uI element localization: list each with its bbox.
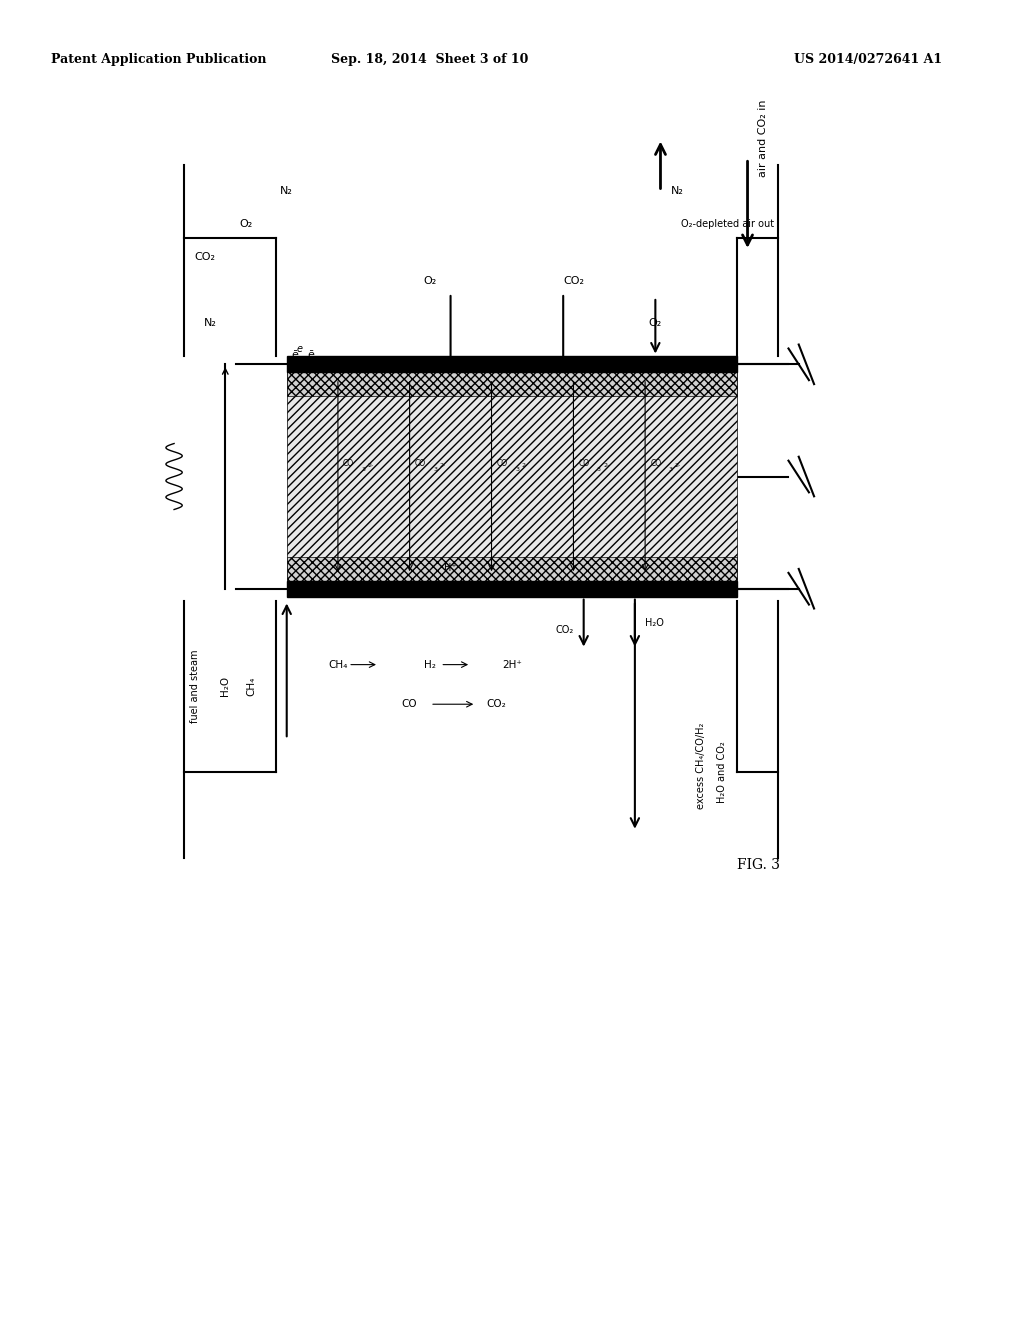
Text: 3: 3 — [597, 467, 601, 473]
Text: ē: ē — [292, 574, 299, 585]
Text: N₂: N₂ — [281, 186, 293, 197]
Text: ē: ē — [307, 350, 314, 360]
Text: CO: CO — [415, 459, 426, 467]
Bar — [287, 356, 737, 372]
Text: O₂: O₂ — [424, 276, 436, 286]
Text: e: e — [297, 568, 303, 578]
Text: CO₂: CO₂ — [486, 700, 507, 709]
Text: 3: 3 — [433, 467, 437, 473]
Text: CO: CO — [401, 700, 418, 709]
Text: 3: 3 — [669, 467, 673, 473]
Text: O₂: O₂ — [240, 219, 252, 230]
Text: ē: ē — [307, 574, 314, 585]
Text: ē: ē — [319, 577, 326, 587]
Text: e: e — [297, 343, 303, 354]
Text: 2H⁺: 2H⁺ — [502, 660, 522, 669]
Text: air and CO₂ in: air and CO₂ in — [758, 100, 768, 177]
Text: CO₂: CO₂ — [555, 624, 573, 635]
Text: FIG. 3: FIG. 3 — [737, 858, 780, 871]
Text: CO: CO — [343, 459, 354, 467]
Text: ē: ē — [376, 380, 382, 388]
Text: 2-: 2- — [603, 463, 609, 469]
Text: O₂-depleted air out: O₂-depleted air out — [681, 219, 774, 230]
Text: 3: 3 — [361, 467, 366, 473]
Bar — [287, 372, 737, 581]
Text: 2-: 2- — [439, 463, 445, 469]
Bar — [287, 581, 737, 597]
Text: fuel and steam: fuel and steam — [189, 649, 200, 723]
Text: H₂O: H₂O — [220, 676, 230, 697]
Text: ē: ē — [407, 380, 413, 388]
Bar — [287, 372, 737, 396]
Text: N₂: N₂ — [671, 186, 684, 197]
Text: excess CH₄/CO/H₂: excess CH₄/CO/H₂ — [696, 722, 707, 809]
Text: CO₂: CO₂ — [195, 252, 215, 263]
Text: CO: CO — [650, 459, 662, 467]
Bar — [287, 557, 737, 581]
Text: 2-: 2- — [675, 463, 681, 469]
Text: 2-: 2- — [368, 463, 374, 469]
Text: 2-: 2- — [521, 463, 527, 469]
Text: H₂: H₂ — [424, 660, 436, 669]
Text: CH₄: CH₄ — [329, 660, 347, 669]
Text: ē: ē — [292, 350, 299, 360]
Text: ē: ē — [345, 380, 351, 388]
Text: US 2014/0272641 A1: US 2014/0272641 A1 — [794, 53, 942, 66]
Text: CH₄: CH₄ — [246, 677, 256, 696]
Text: CO: CO — [579, 459, 590, 467]
Text: H₂O and CO₂: H₂O and CO₂ — [717, 742, 727, 803]
Text: H⁺: H⁺ — [444, 562, 457, 573]
Text: CO: CO — [497, 459, 508, 467]
Text: O₂: O₂ — [649, 318, 662, 329]
Text: ē: ē — [299, 577, 305, 587]
Text: 3: 3 — [515, 467, 519, 473]
Text: Patent Application Publication: Patent Application Publication — [51, 53, 266, 66]
Text: N₂: N₂ — [204, 318, 216, 329]
Text: CO₂: CO₂ — [563, 276, 584, 286]
Text: H₂O: H₂O — [645, 618, 664, 628]
Text: Sep. 18, 2014  Sheet 3 of 10: Sep. 18, 2014 Sheet 3 of 10 — [332, 53, 528, 66]
